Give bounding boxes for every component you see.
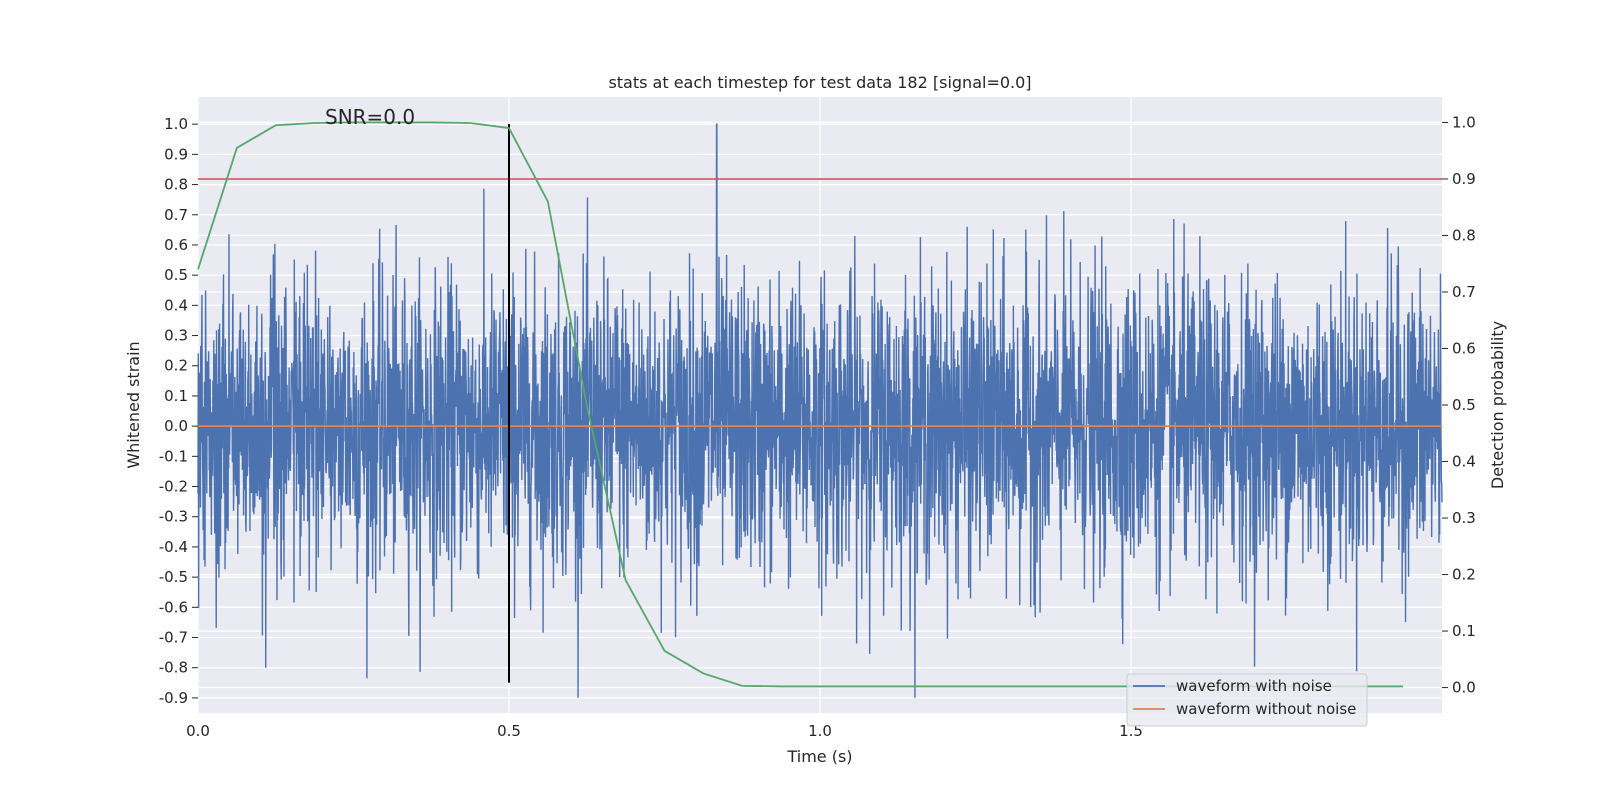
y-tick-label-left: 0.8 <box>164 176 188 194</box>
y-tick-label-left: 0.9 <box>164 145 188 163</box>
legend: waveform with noise waveform without noi… <box>1126 673 1368 727</box>
snr-annotation: SNR=0.0 <box>325 105 415 129</box>
y-tick-label-left: 0.3 <box>164 327 188 345</box>
tick-labels: 0.0 0.5 1.0 1.51.00.90.80.70.60.50.40.30.20… <box>159 113 1476 740</box>
y-tick-label-left: 0.0 <box>164 417 188 435</box>
chart-title: stats at each timestep for test data 182… <box>608 73 1031 92</box>
x-tick-label: 0.0 <box>186 722 210 740</box>
y-tick-label-left: -0.7 <box>159 629 188 647</box>
legend-label-waveform-with-noise: waveform with noise <box>1176 677 1332 695</box>
y-tick-label-left: -0.2 <box>159 478 188 496</box>
y-tick-label-left: 0.4 <box>164 296 188 314</box>
y-tick-label-right: 0.7 <box>1452 283 1476 301</box>
y-tick-label-right: 1.0 <box>1452 113 1476 131</box>
y-tick-label-left: 0.1 <box>164 387 188 405</box>
y-tick-label-left: -0.3 <box>159 508 188 526</box>
y-tick-label-left: -0.6 <box>159 598 188 616</box>
y-tick-label-left: -0.8 <box>159 659 188 677</box>
y-tick-label-left: -0.4 <box>159 538 188 556</box>
y-tick-label-right: 0.9 <box>1452 170 1476 188</box>
x-tick-label: 0.5 <box>497 722 521 740</box>
series-line-waveform-with-noise <box>197 123 1443 698</box>
y-tick-label-left: -0.9 <box>159 689 188 707</box>
y-tick-label-left: -0.1 <box>159 447 188 465</box>
y-tick-label-right: 0.4 <box>1452 453 1476 471</box>
y-tick-label-right: 0.2 <box>1452 566 1476 584</box>
y-tick-label-left: 0.2 <box>164 357 188 375</box>
y-tick-label-right: 0.1 <box>1452 622 1476 640</box>
x-axis-label: Time (s) <box>786 747 852 766</box>
y-tick-label-left: 0.6 <box>164 236 188 254</box>
legend-label-waveform-without-noise: waveform without noise <box>1176 700 1356 718</box>
y-tick-label-right: 0.6 <box>1452 339 1476 357</box>
y-tick-label-right: 0.8 <box>1452 226 1476 244</box>
y-tick-label-left: 1.0 <box>164 115 188 133</box>
y-tick-label-right: 0.5 <box>1452 396 1476 414</box>
y-tick-label-right: 0.3 <box>1452 509 1476 527</box>
y-tick-label-left: 0.5 <box>164 266 188 284</box>
x-tick-label: 1.0 <box>808 722 832 740</box>
y-tick-label-left: 0.7 <box>164 206 188 224</box>
y-tick-label-right: 0.0 <box>1452 679 1476 697</box>
y-axis-label-left: Whitened strain <box>124 341 143 468</box>
y-tick-label-left: -0.5 <box>159 568 188 586</box>
y-axis-label-right: Detection probability <box>1488 321 1507 489</box>
legend-box <box>1126 673 1368 727</box>
